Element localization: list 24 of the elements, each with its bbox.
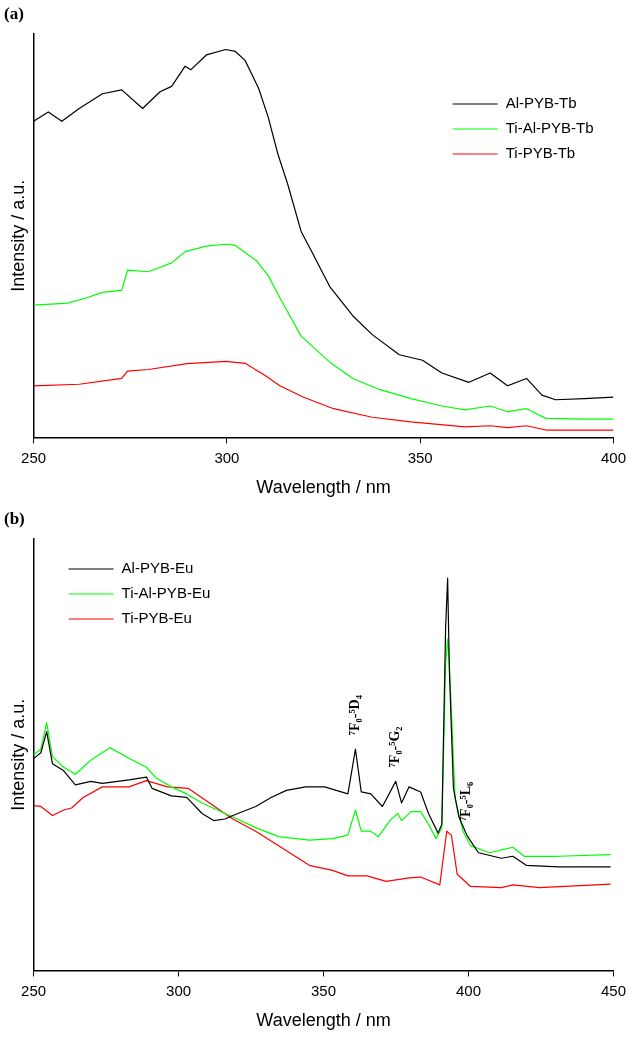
y-axis-title: Intensity / a.u. <box>7 698 28 811</box>
legend-label: Ti-PYB-Eu <box>121 609 192 627</box>
x-tick-label: 350 <box>311 981 337 999</box>
x-tick-label: 300 <box>214 448 240 466</box>
legend-label: Ti-Al-PYB-Tb <box>505 119 594 137</box>
y-axis-title: Intensity / a.u. <box>7 179 28 292</box>
x-tick-label: 300 <box>166 981 192 999</box>
x-tick-label: 350 <box>407 448 433 466</box>
x-axis-title: Wavelength / nm <box>256 477 391 498</box>
x-tick-label: 400 <box>600 448 626 466</box>
annotation: ⁷F₀-⁵L₆ <box>458 781 474 822</box>
x-axis-title: Wavelength / nm <box>256 1010 391 1031</box>
chart-title: (a) <box>4 3 24 23</box>
legend-label: Al-PYB-Tb <box>505 94 577 112</box>
x-tick-label: 250 <box>21 981 47 999</box>
x-tick-label: 450 <box>600 981 626 999</box>
annotation: ⁷F₀-⁵G₂ <box>387 726 403 768</box>
annotation: ⁷F₀-⁵D₄ <box>347 694 363 736</box>
legend-label: Ti-Al-PYB-Eu <box>121 584 211 602</box>
chart-title: (b) <box>4 508 25 528</box>
legend-label: Ti-PYB-Tb <box>505 144 576 162</box>
x-tick-label: 400 <box>456 981 482 999</box>
x-tick-label: 250 <box>21 448 47 466</box>
legend-label: Al-PYB-Eu <box>121 559 194 577</box>
